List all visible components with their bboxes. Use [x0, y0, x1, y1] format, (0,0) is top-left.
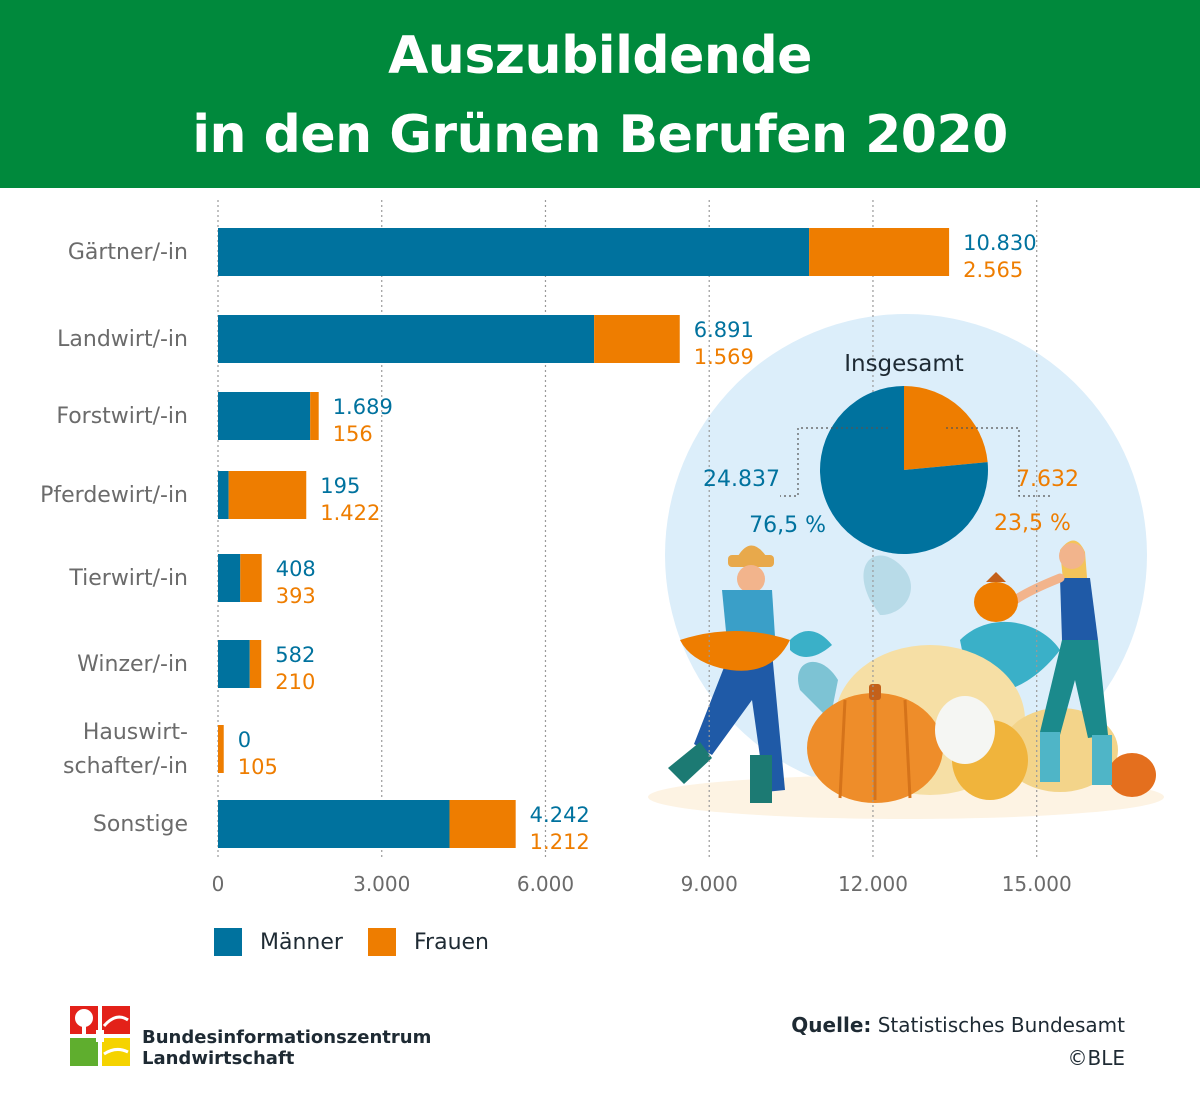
bar-men	[218, 800, 450, 848]
source-value: Statistisches Bundesamt	[871, 1013, 1125, 1037]
legend-swatch-women	[368, 928, 396, 956]
radish-shape	[935, 696, 995, 764]
leaf-shape	[798, 661, 838, 720]
pie-value-men: 24.837	[703, 467, 780, 492]
value-label-men: 408	[276, 557, 316, 581]
pepper-shape	[1108, 753, 1156, 797]
bar-women	[249, 640, 262, 688]
value-label-men: 0	[238, 728, 251, 752]
value-label-men: 10.830	[963, 231, 1036, 255]
bar-men	[218, 471, 229, 519]
source-note: Quelle: Statistisches Bundesamt	[791, 1013, 1125, 1037]
copyright: ©BLE	[1067, 1046, 1126, 1070]
value-label-women: 1.422	[320, 501, 380, 525]
bar-men	[218, 315, 595, 363]
legend-item-men: Männer	[214, 928, 343, 956]
legend-item-women: Frauen	[368, 928, 489, 956]
value-label-women: 105	[238, 755, 278, 779]
x-tick-label: 9.000	[681, 872, 738, 896]
bar-women	[240, 554, 262, 602]
chart-area: Gärtner/-in Landwirt/-in Forstwirt/-in Pfer…	[40, 200, 1164, 896]
woman-figure	[974, 540, 1112, 785]
bar-women	[449, 800, 516, 848]
header-banner: Auszubildende in den Grünen Berufen 2020	[0, 0, 1200, 188]
bar-men	[218, 228, 810, 276]
category-label: Hauswirt-	[83, 720, 188, 745]
leader-line-women	[946, 427, 1052, 497]
leader-line-men	[780, 427, 888, 497]
title-line-1: Auszubildende	[388, 26, 812, 86]
legend-label-men: Männer	[260, 929, 343, 955]
leaf-shape	[863, 555, 911, 615]
category-label: schafter/-in	[63, 754, 188, 779]
category-label: Pferdewirt/-in	[40, 483, 188, 508]
value-label-women: 1.212	[530, 830, 590, 854]
source-label: Quelle:	[791, 1013, 872, 1037]
pie-percent-women: 23,5 %	[994, 511, 1071, 536]
x-axis-ticks: 0 3.000 6.000 9.000 12.000 15.000	[212, 872, 1072, 896]
pie-title: Insgesamt	[844, 351, 964, 377]
x-tick-label: 15.000	[1002, 872, 1072, 896]
x-tick-label: 6.000	[517, 872, 574, 896]
value-label-men: 195	[320, 474, 360, 498]
value-label-men: 582	[275, 643, 315, 667]
value-label-women: 156	[333, 422, 373, 446]
legend-swatch-men	[214, 928, 242, 956]
pie-slice-women	[904, 386, 988, 470]
category-label: Sonstige	[93, 812, 188, 837]
x-tick-label: 12.000	[838, 872, 908, 896]
pie-chart: Insgesamt 24.837 76,5 % 7.632 23,5 %	[703, 351, 1079, 554]
bar-women	[594, 315, 680, 363]
pie-percent-men: 76,5 %	[749, 513, 826, 538]
legend-label-women: Frauen	[414, 929, 490, 955]
value-labels: 10.830 2.565 6.891 1.569 1.689 156 195 1.422 408…	[238, 231, 1037, 854]
category-label: Gärtner/-in	[68, 240, 188, 265]
bar-men	[218, 640, 250, 688]
value-label-women: 210	[275, 670, 315, 694]
man-figure	[668, 545, 832, 803]
bar-men	[218, 392, 311, 440]
bar-women	[228, 471, 307, 519]
x-tick-label: 3.000	[353, 872, 410, 896]
category-labels: Gärtner/-in Landwirt/-in Forstwirt/-in Pfer…	[40, 240, 188, 837]
org-name-line-1: Bundesinformationszentrum	[142, 1027, 432, 1048]
category-label: Winzer/-in	[77, 652, 188, 677]
farmers-illustration	[648, 314, 1164, 819]
pie-value-women: 7.632	[1016, 467, 1079, 492]
bar-women	[809, 228, 950, 276]
value-label-women: 1.569	[694, 345, 754, 369]
value-label-men: 1.689	[333, 395, 393, 419]
title-line-2: in den Grünen Berufen 2020	[192, 105, 1008, 165]
category-label: Tierwirt/-in	[68, 566, 188, 591]
ble-logo-icon	[70, 1006, 130, 1066]
value-label-men: 6.891	[694, 318, 754, 342]
value-label-men: 4.242	[530, 803, 590, 827]
value-label-women: 393	[276, 584, 316, 608]
value-label-women: 2.565	[963, 258, 1023, 282]
category-label: Forstwirt/-in	[56, 404, 188, 429]
bars	[218, 228, 950, 848]
x-tick-label: 0	[212, 872, 225, 896]
org-name-line-2: Landwirtschaft	[142, 1048, 295, 1069]
bar-women	[310, 392, 319, 440]
category-label: Landwirt/-in	[57, 327, 188, 352]
bar-men	[218, 554, 241, 602]
bar-women	[218, 725, 224, 773]
